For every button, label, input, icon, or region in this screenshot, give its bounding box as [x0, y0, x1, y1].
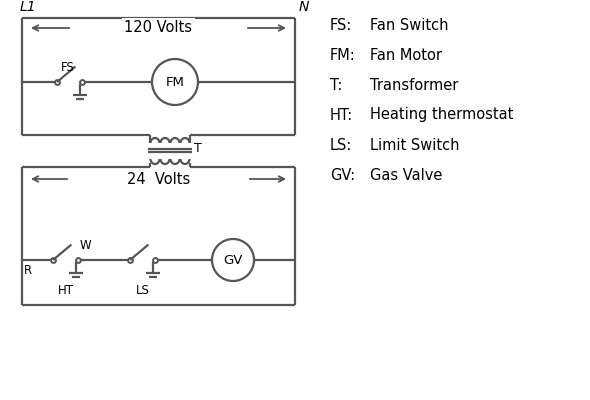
Text: LS: LS — [136, 284, 149, 297]
Text: LS:: LS: — [330, 138, 352, 152]
Text: HT:: HT: — [330, 108, 353, 122]
Text: Transformer: Transformer — [370, 78, 458, 92]
Text: R: R — [24, 264, 32, 277]
Text: FM:: FM: — [330, 48, 356, 62]
Text: HT: HT — [57, 284, 74, 297]
Text: N: N — [299, 0, 309, 14]
Text: 24  Volts: 24 Volts — [127, 172, 190, 186]
Text: T:: T: — [330, 78, 342, 92]
Text: W: W — [80, 239, 91, 252]
Text: FM: FM — [166, 76, 185, 88]
Text: FS: FS — [61, 61, 75, 74]
Text: Fan Motor: Fan Motor — [370, 48, 442, 62]
Text: Limit Switch: Limit Switch — [370, 138, 460, 152]
Text: GV:: GV: — [330, 168, 355, 182]
Text: Fan Switch: Fan Switch — [370, 18, 448, 32]
Text: FS:: FS: — [330, 18, 352, 32]
Text: Gas Valve: Gas Valve — [370, 168, 442, 182]
Text: Heating thermostat: Heating thermostat — [370, 108, 513, 122]
Text: 120 Volts: 120 Volts — [124, 20, 192, 36]
Text: T: T — [194, 142, 202, 154]
Text: GV: GV — [223, 254, 242, 266]
Text: L1: L1 — [20, 0, 37, 14]
